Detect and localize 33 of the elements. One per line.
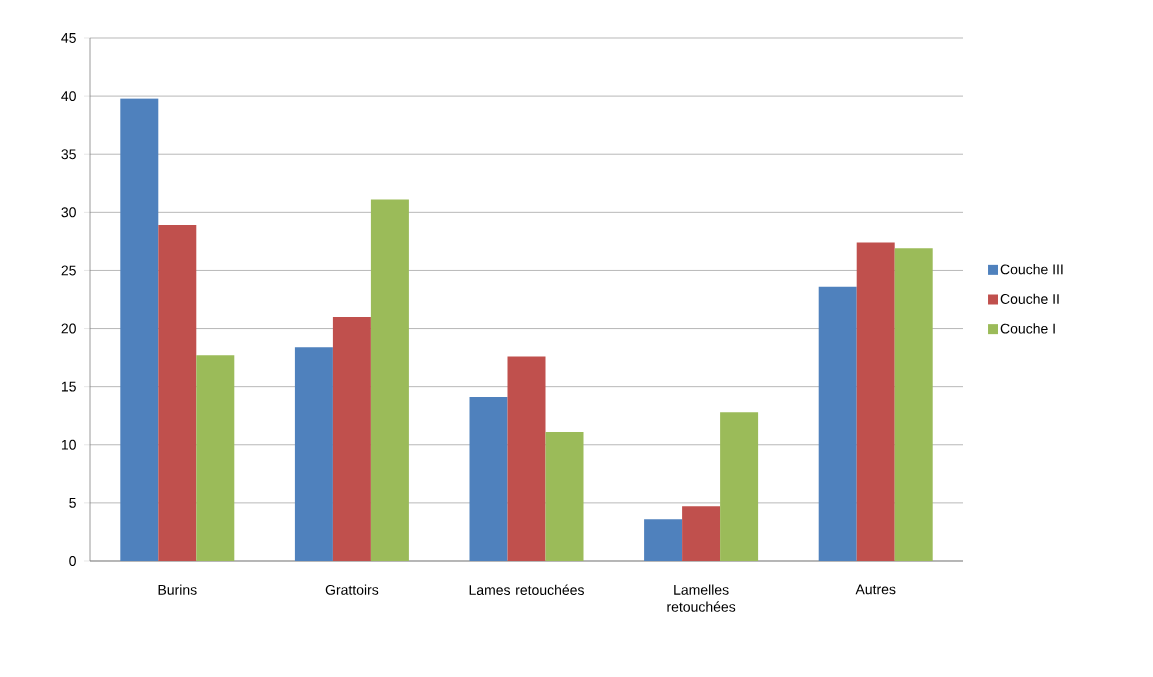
bar: [894, 248, 933, 561]
y-tick-label: 40: [61, 91, 76, 102]
x-tick-label: Autres: [855, 584, 896, 595]
y-tick-label: 45: [61, 33, 76, 43]
y-tick-label: 5: [69, 498, 76, 508]
bar: [158, 225, 197, 561]
x-tick-label: Grattoirs: [325, 584, 379, 595]
y-tick-label: 20: [61, 323, 76, 334]
bar: [720, 412, 759, 561]
legend-label: Couche II: [1000, 293, 1059, 304]
y-tick-label: 30: [61, 207, 76, 218]
bar: [370, 199, 409, 561]
x-tick-label: Burins: [158, 584, 197, 595]
bar: [644, 519, 683, 561]
bar: [818, 286, 857, 561]
bar: [469, 397, 508, 561]
bar: [294, 347, 333, 561]
bar: [120, 98, 159, 561]
y-tick-label: 35: [61, 149, 76, 160]
bar: [196, 355, 235, 561]
bar: [682, 506, 721, 561]
y-tick-label: 25: [61, 265, 76, 276]
legend-label: Couche I: [1000, 323, 1055, 334]
bar: [332, 316, 371, 561]
y-tick-label: 15: [61, 381, 76, 392]
bar: [545, 431, 584, 561]
y-tick-label: 10: [61, 439, 76, 450]
bar: [856, 242, 895, 561]
legend-label: Couche III: [1000, 264, 1063, 275]
bar: [507, 356, 546, 561]
x-tick-label: Lamelles retouchées: [667, 584, 736, 612]
x-tick-label: Lames retouchées: [469, 584, 584, 595]
y-tick-label: 0: [69, 556, 76, 566]
